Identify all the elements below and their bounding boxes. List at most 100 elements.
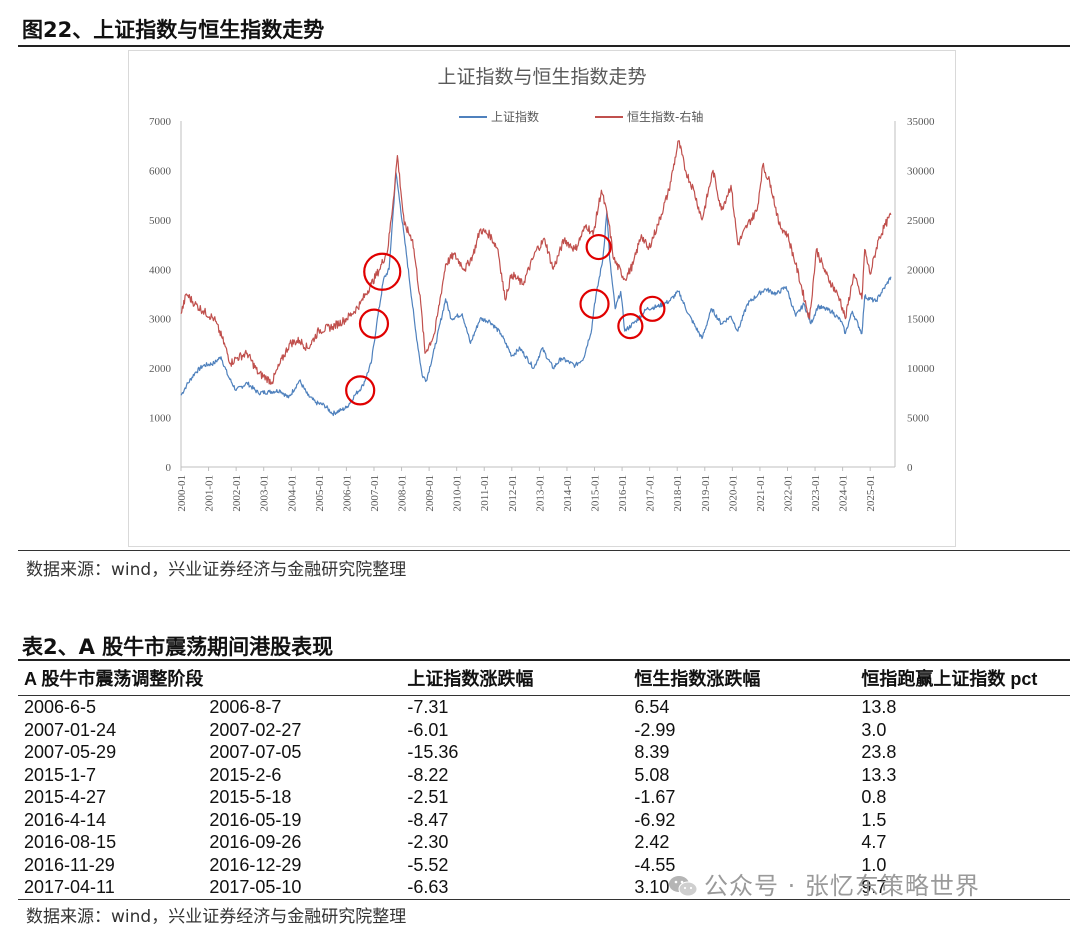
cell-shanghai-change: -2.30 (407, 832, 449, 852)
cell-start-date: 2007-05-29 (24, 742, 117, 762)
cell-shanghai-change: -6.63 (401, 876, 629, 900)
cell-hangseng-change: 8.39 (634, 742, 670, 762)
cell-start-date: 2006-6-5 (24, 697, 97, 717)
cell-hangseng-change: 6.54 (634, 697, 670, 717)
x-tick-label: 2004-01 (286, 475, 298, 512)
y-left-tick-label: 0 (166, 462, 172, 474)
y-left-tick-label: 3000 (149, 314, 172, 326)
cell-start-date: 2016-08-15 (24, 832, 117, 852)
x-tick-label: 2024-01 (838, 475, 850, 512)
figure-bottom-rule (18, 550, 1070, 551)
cell-outperformance: 0.8 (861, 787, 887, 807)
bull-market-table: A 股牛市震荡调整阶段 上证指数涨跌幅 恒生指数涨跌幅 恒指跑赢上证指数 pct… (18, 661, 1070, 900)
cell-start-date: 2016-4-14 (24, 809, 107, 830)
x-tick-label: 2001-01 (204, 475, 216, 512)
table-row: 2016-11-29 2016-12-29 -5.52 -4.55 1.0 (18, 854, 1070, 877)
cell-hangseng-change: -4.55 (634, 854, 676, 875)
chart-container: 上证指数与恒生指数走势 0 1000 2000 3000 4000 5000 6000 7000… (128, 50, 956, 547)
y-left-tick-label: 2000 (149, 363, 172, 375)
x-tick-label: 2003-01 (259, 475, 271, 512)
highlight-circle (363, 252, 402, 291)
highlight-circle (585, 233, 612, 261)
cell-end-date: 2015-2-6 (209, 764, 282, 785)
table-title: 表2、A 股牛市震荡期间港股表现 (22, 635, 334, 659)
cell-start-date: 2015-4-27 (24, 787, 107, 807)
line-chart: 上证指数与恒生指数走势 0 1000 2000 3000 4000 5000 6000 7000… (149, 66, 935, 512)
wechat-icon (669, 876, 698, 897)
figure-source: 数据来源：wind，兴业证券经济与金融研究院整理 (26, 560, 407, 580)
highlight-circle (345, 375, 376, 406)
watermark-text: 公众号 · 张忆东策略世界 (704, 872, 980, 900)
table-source: 数据来源：wind，兴业证券经济与金融研究院整理 (26, 907, 407, 927)
cell-shanghai-change: -8.47 (407, 809, 449, 830)
table-header-row: A 股牛市震荡调整阶段 上证指数涨跌幅 恒生指数涨跌幅 恒指跑赢上证指数 pct (18, 661, 1070, 696)
x-tick-label: 2012-01 (507, 475, 519, 512)
x-tick-label: 2002-01 (231, 475, 243, 512)
cell-shanghai-change: -5.52 (407, 854, 449, 875)
table-row: 2006-6-5 2006-8-7 -7.31 6.54 13.8 (18, 696, 1070, 719)
cell-start-date: 2017-04-11 (18, 876, 204, 900)
cell-outperformance: 1.0 (861, 854, 887, 875)
cell-hangseng-change: 2.42 (634, 832, 670, 852)
cell-outperformance: 1.5 (861, 809, 887, 830)
cell-end-date: 2016-12-29 (209, 854, 302, 875)
x-tick-label: 2025-01 (865, 475, 877, 512)
x-tick-label: 2020-01 (727, 475, 739, 512)
x-tick-label: 2019-01 (700, 475, 712, 512)
y-right-tick-label: 0 (907, 462, 913, 474)
header-outperformance: 恒指跑赢上证指数 pct (855, 661, 1070, 696)
cell-outperformance: 4.7 (861, 832, 887, 852)
cell-end-date: 2007-07-05 (209, 742, 302, 762)
cell-hangseng-change: -1.67 (634, 787, 676, 807)
x-tick-label: 2009-01 (424, 475, 436, 512)
cell-outperformance: 9.7 (855, 876, 1070, 900)
x-tick-label: 2014-01 (562, 475, 574, 512)
cell-outperformance: 13.8 (861, 697, 897, 717)
cell-outperformance: 3.0 (861, 719, 887, 740)
cell-hangseng-change: -2.99 (634, 719, 676, 740)
cell-outperformance: 13.3 (861, 764, 897, 785)
cell-outperformance: 23.8 (861, 742, 897, 762)
highlight-circle (617, 313, 644, 340)
cell-end-date: 2017-05-10 (203, 876, 402, 900)
x-tick-label: 2013-01 (534, 475, 546, 512)
legend-hangseng-label: 恒生指数-右轴 (627, 109, 703, 124)
table-row: 2016-08-15 2016-09-26 -2.30 2.42 4.7 (18, 831, 1070, 854)
chart-title: 上证指数与恒生指数走势 (437, 66, 646, 88)
x-tick-label: 2005-01 (314, 475, 326, 512)
x-tick-label: 2006-01 (341, 475, 353, 512)
x-tick-label: 2015-01 (590, 475, 602, 512)
cell-start-date: 2007-01-24 (24, 719, 117, 740)
highlight-circle (639, 295, 666, 322)
header-stage-end (203, 661, 402, 696)
y-right-tick-label: 25000 (907, 215, 935, 227)
cell-shanghai-change: -2.51 (407, 787, 449, 807)
y-left-tick-label: 6000 (149, 165, 172, 177)
x-tick-label: 2007-01 (369, 475, 381, 512)
cell-start-date: 2016-11-29 (24, 854, 115, 875)
cell-shanghai-change: -7.31 (407, 697, 449, 717)
x-tick-label: 2018-01 (672, 475, 684, 512)
cell-end-date: 2016-05-19 (209, 809, 302, 830)
x-tick-label: 2022-01 (782, 475, 794, 512)
table-row: 2015-4-27 2015-5-18 -2.51 -1.67 0.8 (18, 786, 1070, 809)
cell-shanghai-change: -6.01 (407, 719, 449, 740)
y-left-tick-label: 7000 (149, 116, 172, 128)
y-right-tick-label: 30000 (907, 165, 935, 177)
legend-shanghai-label: 上证指数 (491, 109, 539, 124)
cell-end-date: 2006-8-7 (209, 697, 282, 717)
x-tick-label: 2017-01 (645, 475, 657, 512)
watermark: 公众号 · 张忆东策略世界 (668, 866, 980, 901)
y-right-tick-label: 20000 (907, 264, 935, 276)
header-stage: A 股牛市震荡调整阶段 (18, 661, 204, 696)
table-row: 2015-1-7 2015-2-6 -8.22 5.08 13.3 (18, 764, 1070, 787)
cell-hangseng-change: -6.92 (634, 809, 676, 830)
y-right-tick-label: 15000 (907, 314, 935, 326)
figure-top-rule (18, 45, 1070, 47)
x-tick-label: 2023-01 (810, 475, 822, 512)
highlight-circle (579, 288, 610, 319)
cell-end-date: 2007-02-27 (209, 719, 302, 740)
x-tick-label: 2016-01 (617, 475, 629, 512)
cell-start-date: 2015-1-7 (24, 764, 97, 785)
y-right-tick-label: 5000 (907, 413, 930, 425)
